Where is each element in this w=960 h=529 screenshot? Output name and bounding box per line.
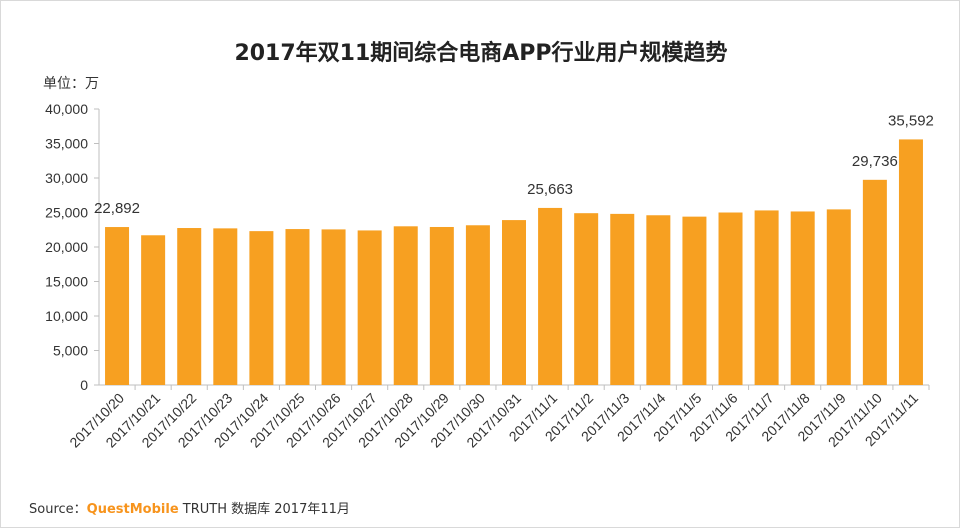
bar xyxy=(321,229,346,385)
bar xyxy=(177,228,202,385)
bar xyxy=(646,215,671,385)
bar xyxy=(285,229,310,385)
bar xyxy=(429,226,454,385)
bar xyxy=(141,235,166,385)
source-note: Source：QuestMobile TRUTH 数据库 2017年11月 xyxy=(29,498,350,517)
bar xyxy=(393,226,418,385)
bar xyxy=(826,209,851,385)
bar xyxy=(610,213,635,385)
source-prefix: Source： xyxy=(29,502,87,517)
bar xyxy=(357,230,382,385)
data-label: 25,663 xyxy=(527,181,573,198)
bar xyxy=(862,179,887,385)
y-tick-label: 40,000 xyxy=(45,101,88,117)
bar xyxy=(502,220,526,385)
y-tick-label: 20,000 xyxy=(45,239,88,255)
y-tick-label: 10,000 xyxy=(45,308,88,324)
y-tick-label: 0 xyxy=(80,377,88,393)
bar xyxy=(790,211,815,385)
source-rest: TRUTH 数据库 2017年11月 xyxy=(182,502,350,517)
unit-label: 单位：万 xyxy=(43,76,99,92)
bar xyxy=(105,227,130,385)
y-tick-label: 35,000 xyxy=(45,136,88,152)
data-label: 29,736 xyxy=(852,153,898,170)
y-tick-label: 25,000 xyxy=(45,205,88,221)
bar xyxy=(574,213,599,385)
chart-title: 2017年双11期间综合电商APP行业用户规模趋势 xyxy=(234,41,728,66)
y-tick-label: 30,000 xyxy=(45,170,88,186)
bar xyxy=(898,139,923,385)
data-label: 35,592 xyxy=(888,112,934,129)
y-tick-label: 5,000 xyxy=(53,343,88,359)
bar xyxy=(718,212,743,385)
y-tick-label: 15,000 xyxy=(45,274,88,290)
bar xyxy=(682,216,707,385)
source-brand: QuestMobile xyxy=(86,502,179,517)
bar xyxy=(249,231,274,385)
bar xyxy=(754,210,779,385)
bar xyxy=(465,225,490,385)
data-label: 22,892 xyxy=(94,200,140,217)
bar xyxy=(213,228,238,385)
bar xyxy=(538,207,563,385)
